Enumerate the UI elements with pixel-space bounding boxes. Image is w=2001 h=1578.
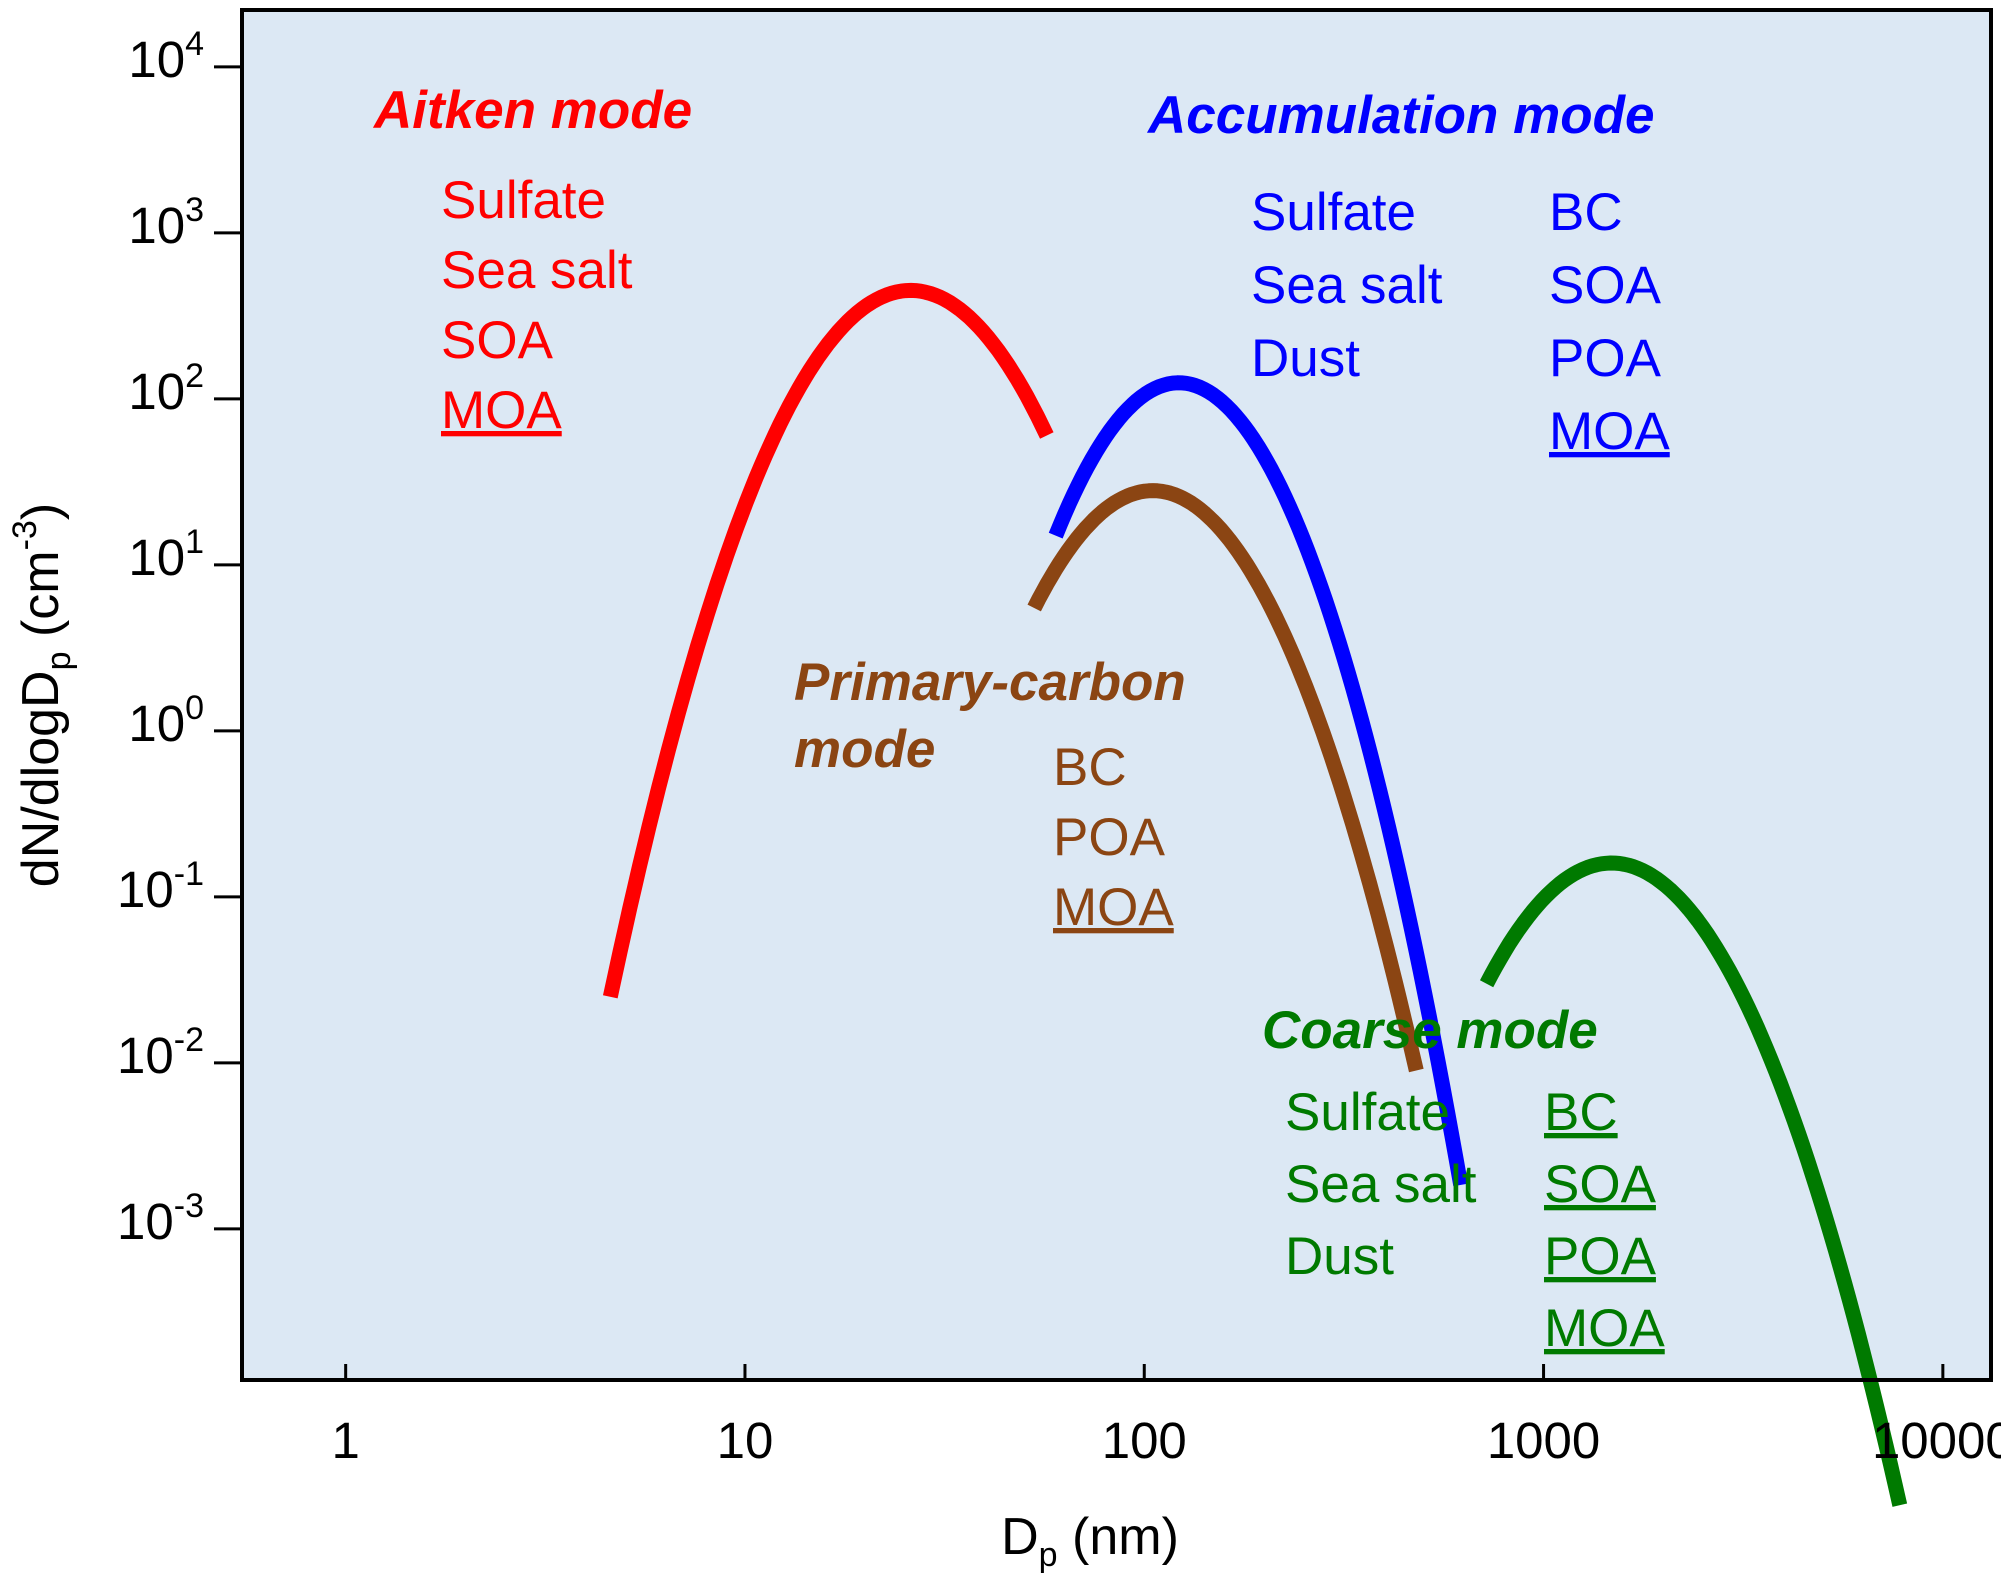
primary-carbon-component-label: BC [1053, 738, 1127, 797]
series-line-aitken [602, 282, 1054, 999]
y-axis-title-sup: -3 [6, 520, 44, 550]
plot-area [242, 10, 1991, 1380]
accumulation-mode-title: Accumulation mode [1146, 86, 1655, 145]
y-tick-base: 10 [128, 363, 185, 420]
primary-carbon-mode-title: Primary-carbon [794, 653, 1186, 712]
y-tick-base: 10 [128, 31, 185, 88]
y-tick-label: 10-1 [117, 855, 204, 918]
y-axis-title-sub: p [40, 651, 78, 670]
x-tick-label: 10 [717, 1412, 774, 1469]
coarse-component-label: Sulfate [1285, 1083, 1450, 1142]
y-axis-title-main: dN/dlogD [12, 670, 70, 887]
y-tick-label: 103 [128, 191, 204, 254]
accumulation-component-label: Dust [1251, 329, 1360, 388]
x-axis-title-main: D [1001, 1508, 1039, 1566]
plot-frame [240, 8, 1993, 1382]
mode-annotations: Aitken mode Sulfate Sea salt SOA MOA Accumula… [372, 81, 1670, 1358]
primary-carbon-component-label: MOA [1053, 878, 1174, 937]
x-tick-label: 10000 [1872, 1412, 2001, 1469]
aitken-component-label: SOA [441, 311, 554, 370]
x-axis-title: Dp (nm) [1001, 1508, 1179, 1574]
aitken-component-label: Sea salt [441, 241, 633, 300]
y-tick-base: 10 [128, 529, 185, 586]
coarse-component-label: Sea salt [1285, 1155, 1477, 1214]
series-curves [602, 282, 1908, 1507]
y-tick-base: 10 [128, 695, 185, 752]
y-tick-exponent: 3 [185, 191, 204, 229]
accumulation-component-label: Sulfate [1251, 183, 1416, 242]
y-tick-base: 10 [117, 1193, 174, 1250]
y-tick-base: 10 [117, 1027, 174, 1084]
accumulation-component-label: BC [1549, 183, 1623, 242]
primary-carbon-component-label: POA [1053, 808, 1166, 867]
coarse-component-label: BC [1544, 1083, 1618, 1142]
y-tick-exponent: -3 [174, 1187, 204, 1225]
y-tick-exponent: 1 [185, 523, 204, 561]
y-tick-label: 10-3 [117, 1187, 204, 1250]
coarse-component-label: Dust [1285, 1227, 1394, 1286]
y-tick-label: 104 [128, 25, 204, 88]
x-axis-title-rest: (nm) [1058, 1508, 1179, 1566]
x-tick-label: 100 [1102, 1412, 1187, 1469]
y-tick-exponent: 4 [185, 25, 204, 63]
x-axis: 1 10 100 1000 10000 [331, 1364, 2001, 1469]
coarse-component-label: SOA [1544, 1155, 1657, 1214]
primary-carbon-mode-title: mode [794, 720, 935, 779]
coarse-component-label: POA [1544, 1227, 1657, 1286]
y-tick-label: 100 [128, 689, 204, 752]
accumulation-component-label: SOA [1549, 256, 1662, 315]
y-tick-base: 10 [128, 197, 185, 254]
x-tick-label: 1000 [1487, 1412, 1600, 1469]
y-tick-label: 102 [128, 357, 204, 420]
x-tick-label: 1 [331, 1412, 359, 1469]
coarse-mode-title: Coarse mode [1262, 1001, 1598, 1060]
coarse-component-label: MOA [1544, 1299, 1665, 1358]
y-tick-label: 10-2 [117, 1021, 204, 1084]
series-line-accumulation [1048, 375, 1469, 1187]
accumulation-component-label: MOA [1549, 402, 1670, 461]
aitken-mode-title: Aitken mode [372, 81, 692, 140]
y-tick-label: 101 [128, 523, 204, 586]
aitken-component-label: Sulfate [441, 171, 606, 230]
aitken-component-label: MOA [441, 381, 562, 440]
x-axis-title-sub: p [1039, 1536, 1058, 1574]
y-tick-exponent: -1 [174, 855, 204, 893]
series-line-coarse [1479, 855, 1908, 1507]
y-axis-title: dN/dlogDp (cm-3) [6, 503, 78, 887]
y-axis-title-end: ) [12, 503, 70, 520]
y-axis-title-rest: (cm [12, 550, 70, 651]
y-tick-exponent: 0 [185, 689, 204, 727]
series-line-primary-carbon [1027, 483, 1424, 1073]
accumulation-component-label: Sea salt [1251, 256, 1443, 315]
y-tick-exponent: -2 [174, 1021, 204, 1059]
accumulation-component-label: POA [1549, 329, 1662, 388]
y-tick-base: 10 [117, 861, 174, 918]
y-tick-exponent: 2 [185, 357, 204, 395]
